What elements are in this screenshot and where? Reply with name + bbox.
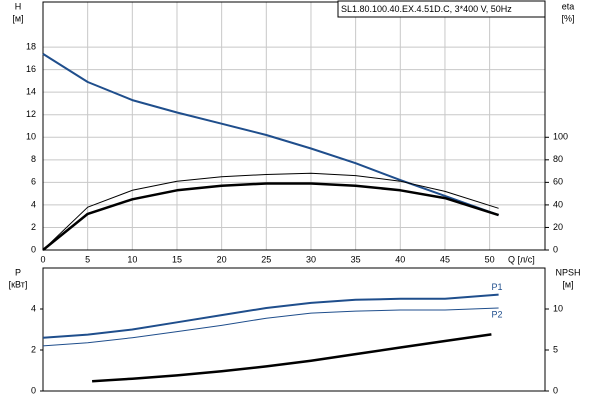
y2-tick-label: 5 bbox=[553, 344, 558, 354]
chart-title: SL1.80.100.40.EX.4.51D.C, 3*400 V, 50Hz bbox=[341, 4, 512, 14]
curve bbox=[92, 333, 492, 383]
y2-axis-label: NPSH bbox=[555, 267, 580, 277]
y-tick-label: 12 bbox=[26, 109, 36, 119]
series-label: P1 bbox=[492, 282, 503, 292]
y2-axis-label: eta bbox=[562, 1, 575, 11]
x-tick-label: 45 bbox=[440, 254, 450, 264]
x-tick-label: 0 bbox=[40, 254, 45, 264]
y-tick-label: 16 bbox=[26, 64, 36, 74]
y-tick-label: 0 bbox=[31, 385, 36, 395]
y-axis-unit: [кВт] bbox=[9, 279, 28, 289]
x-tick-label: 15 bbox=[172, 254, 182, 264]
y-tick-label: 2 bbox=[31, 344, 36, 354]
y-axis-label: P bbox=[15, 267, 21, 277]
y2-tick-label: 0 bbox=[553, 244, 558, 254]
plot-frame bbox=[42, 267, 546, 392]
series-label: P2 bbox=[492, 309, 503, 319]
y-tick-label: 10 bbox=[26, 132, 36, 142]
y2-axis-unit: [%] bbox=[561, 13, 574, 23]
x-tick-label: 10 bbox=[127, 254, 137, 264]
y2-tick-label: 20 bbox=[553, 222, 563, 232]
y-tick-label: 8 bbox=[31, 154, 36, 164]
x-tick-label: 5 bbox=[85, 254, 90, 264]
x-tick-label: 30 bbox=[306, 254, 316, 264]
x-axis-label: Q [л/с] bbox=[508, 254, 535, 264]
x-tick-label: 40 bbox=[395, 254, 405, 264]
y-tick-label: 18 bbox=[26, 41, 36, 51]
y2-tick-label: 100 bbox=[553, 132, 568, 142]
title-box bbox=[337, 0, 546, 18]
y-axis-label: H bbox=[15, 1, 22, 11]
y-tick-label: 6 bbox=[31, 177, 36, 187]
y2-tick-label: 10 bbox=[553, 303, 563, 313]
curve bbox=[42, 53, 499, 217]
x-tick-label: 25 bbox=[261, 254, 271, 264]
y2-tick-label: 0 bbox=[553, 385, 558, 395]
y2-tick-label: 80 bbox=[553, 154, 563, 164]
y-tick-label: 14 bbox=[26, 87, 36, 97]
y-tick-label: 4 bbox=[31, 303, 36, 313]
x-tick-label: 50 bbox=[485, 254, 495, 264]
plot-frame bbox=[42, 1, 546, 251]
y-tick-label: 0 bbox=[31, 244, 36, 254]
y-tick-label: 4 bbox=[31, 199, 36, 209]
curve bbox=[42, 293, 499, 339]
y2-axis-unit: [м] bbox=[562, 279, 573, 289]
x-tick-label: 35 bbox=[351, 254, 361, 264]
y-tick-label: 2 bbox=[31, 222, 36, 232]
curve bbox=[42, 172, 499, 251]
x-tick-label: 20 bbox=[217, 254, 227, 264]
curve bbox=[42, 307, 499, 347]
y2-tick-label: 40 bbox=[553, 199, 563, 209]
y-axis-unit: [м] bbox=[12, 13, 23, 23]
curve bbox=[42, 182, 499, 251]
y2-tick-label: 60 bbox=[553, 177, 563, 187]
